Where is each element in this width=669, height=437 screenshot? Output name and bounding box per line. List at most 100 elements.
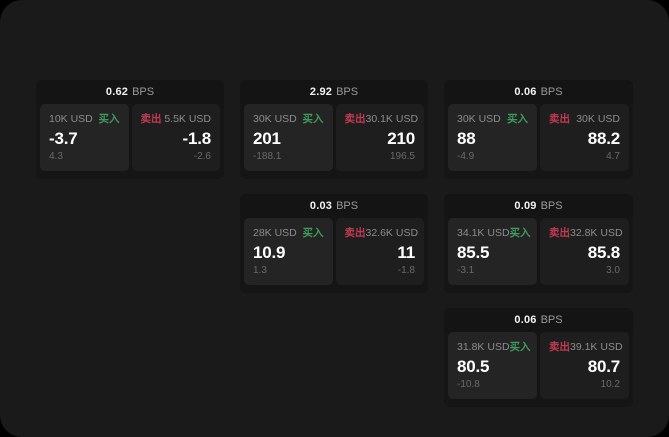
buy-quantity: 30K USD <box>253 112 297 125</box>
sell-quantity: 39.1K USD <box>570 340 623 353</box>
sell-panel[interactable]: 卖出 39.1K USD 80.7 10.2 <box>540 332 629 399</box>
sell-panel-header: 卖出 30.1K USD <box>344 112 419 126</box>
card-body: 10K USD 买入 -3.7 4.3 卖出 5.5K USD -1.8 -2.6 <box>36 104 224 175</box>
card-header: 2.92 BPS <box>240 80 428 104</box>
buy-quantity: 30K USD <box>457 112 501 125</box>
buy-price: 201 <box>253 128 281 148</box>
spread-card[interactable]: 0.09 BPS 34.1K USD 买入 85.5 -3.1 卖出 32.8K USD 85.… <box>444 194 633 293</box>
sell-price: 85.8 <box>587 242 620 262</box>
bps-value: 0.09 <box>514 200 537 212</box>
buy-delta: 4.3 <box>49 151 63 162</box>
bps-value: 0.03 <box>309 200 333 212</box>
buy-quantity: 34.1K USD <box>457 226 510 239</box>
buy-panel[interactable]: 28K USD 买入 10.9 1.3 <box>244 218 333 285</box>
buy-action-label: 买入 <box>302 113 324 125</box>
buy-panel[interactable]: 30K USD 买入 201 -188.1 <box>244 104 333 171</box>
bps-unit-label: BPS <box>132 86 155 98</box>
sell-delta: -2.6 <box>193 151 211 162</box>
buy-delta: 1.3 <box>253 265 267 276</box>
sell-quantity: 30.1K USD <box>365 112 419 125</box>
card-column: 2.92 BPS 30K USD 买入 201 -188.1 卖出 30.1K USD 210 1… <box>240 80 428 293</box>
card-header: 0.09 BPS <box>444 194 633 218</box>
buy-panel-header: 10K USD 买入 <box>49 112 120 126</box>
sell-quantity: 32.8K USD <box>570 226 623 239</box>
spread-card[interactable]: 2.92 BPS 30K USD 买入 201 -188.1 卖出 30.1K USD 210 1… <box>240 80 428 179</box>
sell-quantity: 32.6K USD <box>365 226 419 239</box>
card-header: 0.06 BPS <box>444 80 633 104</box>
spread-card-board: 0.62 BPS 10K USD 买入 -3.7 4.3 卖出 5.5K USD -1.8 -2.… <box>36 80 633 407</box>
sell-quantity: 5.5K USD <box>164 112 211 125</box>
sell-panel[interactable]: 卖出 5.5K USD -1.8 -2.6 <box>131 104 220 171</box>
card-body: 28K USD 买入 10.9 1.3 卖出 32.6K USD 11 -1.8 <box>240 218 428 289</box>
bps-unit-label: BPS <box>540 86 563 98</box>
sell-panel-header: 卖出 32.8K USD <box>549 226 623 240</box>
card-header: 0.03 BPS <box>240 194 428 218</box>
bps-unit-label: BPS <box>336 86 359 98</box>
sell-quantity: 30K USD <box>576 112 620 125</box>
sell-action-label: 卖出 <box>549 341 570 353</box>
buy-price: 10.9 <box>253 242 286 262</box>
card-body: 30K USD 买入 201 -188.1 卖出 30.1K USD 210 196.5 <box>240 104 428 175</box>
sell-price: 88.2 <box>587 128 620 148</box>
sell-delta: 196.5 <box>389 151 415 162</box>
card-column: 0.62 BPS 10K USD 买入 -3.7 4.3 卖出 5.5K USD -1.8 -2.… <box>36 80 224 179</box>
sell-panel[interactable]: 卖出 30K USD 88.2 4.7 <box>540 104 629 171</box>
buy-panel-header: 30K USD 买入 <box>253 112 324 126</box>
sell-panel[interactable]: 卖出 32.8K USD 85.8 3.0 <box>540 218 629 285</box>
spread-card[interactable]: 0.62 BPS 10K USD 买入 -3.7 4.3 卖出 5.5K USD -1.8 -2.… <box>36 80 224 179</box>
bps-unit-label: BPS <box>336 200 359 212</box>
buy-panel[interactable]: 10K USD 买入 -3.7 4.3 <box>40 104 129 171</box>
buy-action-label: 买入 <box>507 113 528 125</box>
buy-delta: -4.9 <box>457 151 475 162</box>
sell-panel[interactable]: 卖出 30.1K USD 210 196.5 <box>335 104 424 171</box>
buy-panel-header: 34.1K USD 买入 <box>457 226 531 240</box>
sell-price: -1.8 <box>182 128 212 148</box>
bps-unit-label: BPS <box>540 200 563 212</box>
buy-price: 85.5 <box>457 242 490 262</box>
spread-card[interactable]: 0.06 BPS 31.8K USD 买入 80.5 -10.8 卖出 39.1K USD 80… <box>444 308 633 407</box>
sell-delta: 4.7 <box>606 151 620 162</box>
sell-panel-header: 卖出 32.6K USD <box>344 226 419 240</box>
card-header: 0.06 BPS <box>444 308 633 332</box>
spread-card[interactable]: 0.03 BPS 28K USD 买入 10.9 1.3 卖出 32.6K USD 11 -1.8 <box>240 194 428 293</box>
buy-price: 88 <box>457 128 476 148</box>
buy-delta: -10.8 <box>457 379 480 390</box>
card-body: 30K USD 买入 88 -4.9 卖出 30K USD 88.2 4.7 <box>444 104 633 175</box>
sell-price: 80.7 <box>587 356 620 376</box>
buy-quantity: 10K USD <box>49 112 93 125</box>
sell-panel[interactable]: 卖出 32.6K USD 11 -1.8 <box>335 218 424 285</box>
buy-delta: -188.1 <box>253 151 282 162</box>
sell-action-label: 卖出 <box>549 113 570 125</box>
bps-value: 0.06 <box>514 86 537 98</box>
sell-action-label: 卖出 <box>344 113 366 125</box>
sell-delta: 10.2 <box>600 379 620 390</box>
sell-price: 11 <box>397 242 415 262</box>
buy-action-label: 买入 <box>509 341 531 353</box>
sell-panel-header: 卖出 5.5K USD <box>140 112 212 126</box>
buy-panel[interactable]: 31.8K USD 买入 80.5 -10.8 <box>448 332 537 399</box>
sell-delta: -1.8 <box>397 265 415 276</box>
bps-value: 2.92 <box>309 86 333 98</box>
buy-quantity: 28K USD <box>253 226 297 239</box>
spread-card[interactable]: 0.06 BPS 30K USD 买入 88 -4.9 卖出 30K USD 88.2 4.7 <box>444 80 633 179</box>
buy-action-label: 买入 <box>302 227 324 239</box>
sell-action-label: 卖出 <box>344 227 366 239</box>
buy-action-label: 买入 <box>98 113 120 125</box>
buy-action-label: 买入 <box>509 227 531 239</box>
buy-panel[interactable]: 30K USD 买入 88 -4.9 <box>448 104 537 171</box>
sell-action-label: 卖出 <box>549 227 570 239</box>
card-header: 0.62 BPS <box>36 80 224 104</box>
buy-panel-header: 31.8K USD 买入 <box>457 340 531 354</box>
sell-panel-header: 卖出 30K USD <box>549 112 620 126</box>
bps-unit-label: BPS <box>540 314 563 326</box>
bps-value: 0.06 <box>514 314 537 326</box>
buy-panel-header: 30K USD 买入 <box>457 112 528 126</box>
sell-action-label: 卖出 <box>140 113 162 125</box>
bps-value: 0.62 <box>105 86 129 98</box>
sell-panel-header: 卖出 39.1K USD <box>549 340 623 354</box>
sell-delta: 3.0 <box>606 265 620 276</box>
buy-delta: -3.1 <box>457 265 475 276</box>
buy-price: -3.7 <box>49 128 78 148</box>
buy-panel[interactable]: 34.1K USD 买入 85.5 -3.1 <box>448 218 537 285</box>
sell-price: 210 <box>387 128 415 148</box>
